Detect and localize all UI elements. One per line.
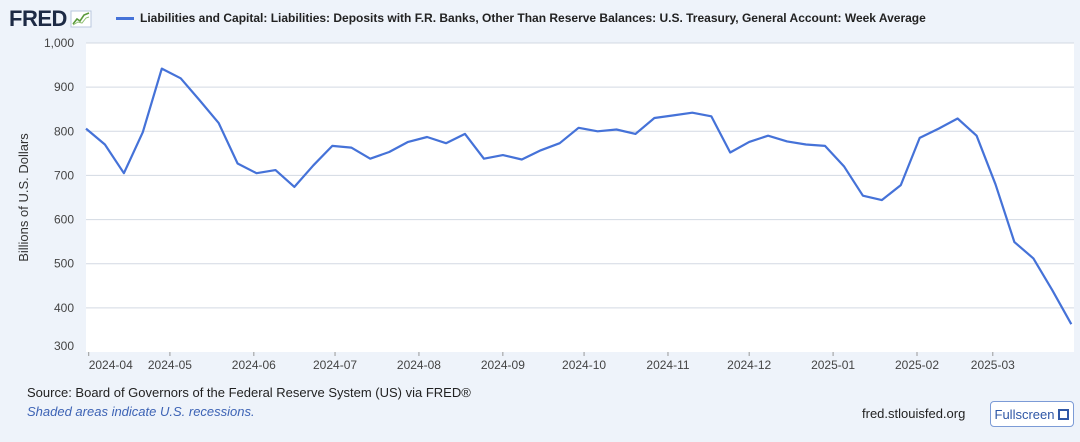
x-tick-label: 2024-08 xyxy=(397,358,441,372)
data-point[interactable] xyxy=(368,157,372,161)
data-point[interactable] xyxy=(1031,256,1035,260)
x-tick-label: 2024-04 xyxy=(89,358,133,372)
fullscreen-icon xyxy=(1058,408,1070,420)
data-point[interactable] xyxy=(652,116,656,120)
data-point[interactable] xyxy=(444,141,448,145)
y-tick-label: 600 xyxy=(54,213,74,227)
fred-logo[interactable]: FRED xyxy=(9,6,92,32)
data-point[interactable] xyxy=(179,76,183,80)
x-tick-label: 2024-06 xyxy=(232,358,276,372)
data-point[interactable] xyxy=(349,146,353,150)
x-tick-label: 2025-02 xyxy=(895,358,939,372)
data-point[interactable] xyxy=(520,158,524,162)
data-point[interactable] xyxy=(1069,322,1073,326)
x-tick-label: 2024-11 xyxy=(646,358,689,372)
data-point[interactable] xyxy=(956,116,960,120)
legend-series-name: Liabilities and Capital: Liabilities: De… xyxy=(140,11,926,25)
y-tick-label: 900 xyxy=(54,80,74,94)
data-point[interactable] xyxy=(558,141,562,145)
data-point[interactable] xyxy=(539,148,543,152)
data-point[interactable] xyxy=(937,127,941,131)
data-point[interactable] xyxy=(198,98,202,102)
data-point[interactable] xyxy=(273,168,277,172)
y-tick-label: 700 xyxy=(54,168,74,182)
plot-area xyxy=(86,43,1074,352)
fullscreen-button[interactable]: Fullscreen xyxy=(990,401,1074,427)
data-point[interactable] xyxy=(994,182,998,186)
fred-logo-text: FRED xyxy=(9,6,67,31)
data-point[interactable] xyxy=(463,132,467,136)
data-point[interactable] xyxy=(596,129,600,133)
data-point[interactable] xyxy=(160,67,164,71)
data-point[interactable] xyxy=(217,121,221,125)
data-point[interactable] xyxy=(709,114,713,118)
data-point[interactable] xyxy=(122,171,126,175)
y-tick-label: 300 xyxy=(54,339,74,353)
recession-note: Shaded areas indicate U.S. recessions. xyxy=(27,404,255,419)
data-point[interactable] xyxy=(975,134,979,138)
y-tick-label: 400 xyxy=(54,301,74,315)
chart-legend: Liabilities and Capital: Liabilities: De… xyxy=(116,11,926,25)
data-point[interactable] xyxy=(615,128,619,132)
data-point[interactable] xyxy=(425,135,429,139)
x-tick-label: 2024-10 xyxy=(562,358,606,372)
fullscreen-label: Fullscreen xyxy=(994,406,1055,422)
data-point[interactable] xyxy=(766,134,770,138)
data-point[interactable] xyxy=(823,144,827,148)
data-point[interactable] xyxy=(747,140,751,144)
x-tick-label: 2024-05 xyxy=(148,358,192,372)
data-point[interactable] xyxy=(577,126,581,130)
data-point[interactable] xyxy=(387,150,391,154)
y-tick-label: 500 xyxy=(54,257,74,271)
data-point[interactable] xyxy=(861,194,865,198)
data-point[interactable] xyxy=(311,163,315,167)
x-tick-label: 2025-03 xyxy=(971,358,1015,372)
data-point[interactable] xyxy=(330,144,334,148)
y-axis-ticks: 300 400 500 600 700 800 900 1,000 xyxy=(44,36,74,353)
x-tick-label: 2025-01 xyxy=(811,358,855,372)
data-point[interactable] xyxy=(1012,240,1016,244)
x-axis-ticks: 2024-04 2024-05 2024-06 2024-07 2024-08 2024-… xyxy=(88,352,1015,372)
x-tick-label: 2024-09 xyxy=(481,358,525,372)
data-point[interactable] xyxy=(633,132,637,136)
data-point[interactable] xyxy=(804,143,808,147)
y-axis-title: Billions of U.S. Dollars xyxy=(16,133,31,262)
data-point[interactable] xyxy=(236,162,240,166)
data-point[interactable] xyxy=(918,136,922,140)
x-tick-label: 2024-12 xyxy=(727,358,771,372)
data-point[interactable] xyxy=(292,185,296,189)
data-point[interactable] xyxy=(785,139,789,143)
data-point[interactable] xyxy=(84,127,88,131)
fred-sparkline-icon xyxy=(70,10,92,28)
legend-swatch xyxy=(116,16,134,20)
data-point[interactable] xyxy=(103,143,107,147)
data-point[interactable] xyxy=(880,198,884,202)
data-point[interactable] xyxy=(842,164,846,168)
data-point[interactable] xyxy=(141,130,145,134)
data-point[interactable] xyxy=(899,183,903,187)
y-tick-label: 1,000 xyxy=(44,36,74,50)
grid-lines xyxy=(86,42,1074,309)
data-point[interactable] xyxy=(671,113,675,117)
data-point[interactable] xyxy=(1050,288,1054,292)
series-line[interactable] xyxy=(85,67,1073,325)
data-point[interactable] xyxy=(501,153,505,157)
site-link[interactable]: fred.stlouisfed.org xyxy=(862,406,966,421)
data-point[interactable] xyxy=(728,150,732,154)
data-point[interactable] xyxy=(690,111,694,115)
data-point[interactable] xyxy=(406,140,410,144)
y-tick-label: 800 xyxy=(54,124,74,138)
source-note: Source: Board of Governors of the Federa… xyxy=(27,385,471,400)
x-tick-label: 2024-07 xyxy=(313,358,357,372)
data-point[interactable] xyxy=(482,157,486,161)
data-point[interactable] xyxy=(255,171,259,175)
